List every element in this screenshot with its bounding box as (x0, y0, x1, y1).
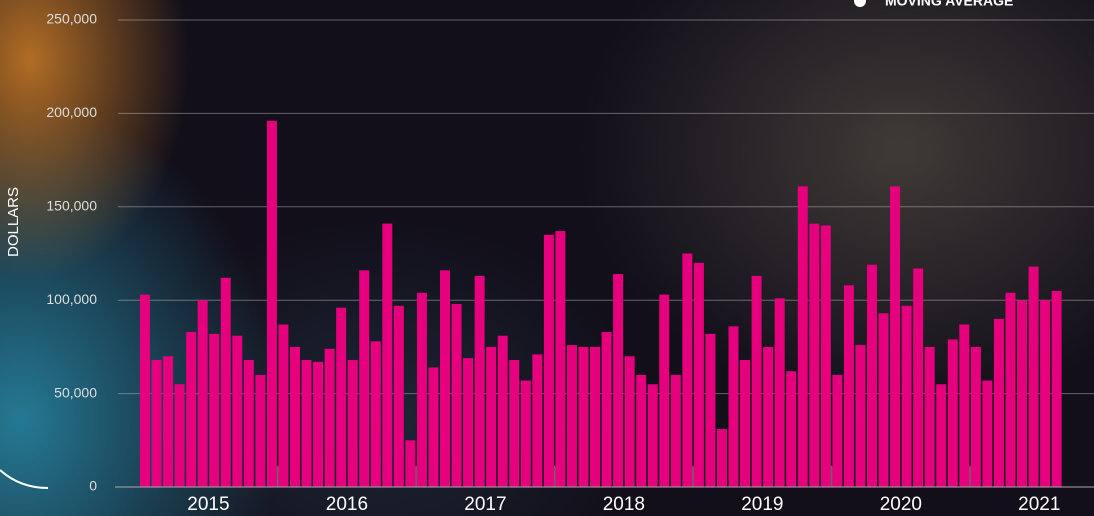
bar (613, 274, 623, 487)
bar (832, 375, 842, 487)
bar (498, 336, 508, 487)
bar (302, 360, 312, 487)
y-axis-label: DOLLARS (5, 187, 22, 257)
bar (682, 254, 692, 488)
bar (717, 429, 727, 487)
page: DOLLARS MOVING AVERAGE 0 50,000 100,000 150… (0, 0, 1094, 516)
bar (879, 313, 889, 487)
bar (971, 347, 981, 487)
bar (590, 347, 600, 487)
bar (371, 341, 381, 487)
bar (221, 278, 231, 487)
bar (428, 367, 438, 487)
x-tick-label: 2016 (326, 494, 368, 515)
bar (902, 306, 912, 487)
bar (175, 384, 185, 487)
bar (348, 360, 358, 487)
bar (740, 360, 750, 487)
bar (775, 298, 785, 487)
bar (152, 360, 162, 487)
bar (359, 270, 369, 487)
bar (255, 375, 265, 487)
bar (555, 231, 565, 487)
bar (244, 360, 254, 487)
bar (509, 360, 519, 487)
bar (336, 308, 346, 487)
bar (394, 306, 404, 487)
x-tick-label: 2015 (187, 494, 229, 515)
bar (486, 347, 496, 487)
y-tick-label: 250,000 (46, 11, 97, 27)
bar (821, 225, 831, 487)
bar (948, 339, 958, 487)
bar (382, 224, 392, 487)
bar (463, 358, 473, 487)
bar (1052, 291, 1062, 487)
bar (232, 336, 242, 487)
bar (186, 332, 196, 487)
bar (267, 121, 277, 487)
bar (1029, 267, 1039, 487)
bar (636, 375, 646, 487)
bar (844, 285, 854, 487)
bar (809, 224, 819, 487)
bar (417, 293, 427, 487)
x-tick-label: 2019 (741, 494, 783, 515)
bar (925, 347, 935, 487)
x-tick-label: 2018 (603, 494, 645, 515)
bar (452, 304, 462, 487)
bar (198, 300, 208, 487)
bar (475, 276, 485, 487)
bar (867, 265, 877, 487)
legend-label: MOVING AVERAGE (885, 0, 1013, 9)
y-tick-label: 0 (89, 478, 97, 494)
bar (325, 349, 335, 487)
bar (544, 235, 554, 487)
bar (890, 186, 900, 487)
decoration (0, 470, 48, 488)
bar (1040, 300, 1050, 487)
chart: DOLLARS MOVING AVERAGE 0 50,000 100,000 150… (0, 0, 1094, 516)
bar (209, 334, 219, 487)
legend-marker (854, 0, 866, 7)
bar (578, 347, 588, 487)
y-tick-label: 150,000 (46, 198, 97, 214)
x-tick-label: 2020 (880, 494, 922, 515)
bar (140, 295, 150, 487)
x-tick-label: 2021 (1018, 494, 1060, 515)
bar (163, 356, 173, 487)
bar (567, 345, 577, 487)
bar (959, 324, 969, 487)
bar (625, 356, 635, 487)
bar (763, 347, 773, 487)
bar (648, 384, 658, 487)
bar (705, 334, 715, 487)
bar (798, 186, 808, 487)
bar (602, 332, 612, 487)
bar (786, 371, 796, 487)
y-tick-label: 200,000 (46, 104, 97, 120)
bar (659, 295, 669, 487)
x-tick-label: 2017 (464, 494, 506, 515)
y-tick-label: 50,000 (54, 384, 97, 400)
bar (278, 324, 288, 487)
bar (752, 276, 762, 487)
bar (1017, 300, 1027, 487)
bar (729, 326, 739, 487)
bar (671, 375, 681, 487)
bar (405, 440, 415, 487)
bar (290, 347, 300, 487)
y-tick-label: 100,000 (46, 291, 97, 307)
bar (936, 384, 946, 487)
bar (694, 263, 704, 487)
bar (532, 354, 542, 487)
bar (913, 268, 923, 487)
bar (521, 381, 531, 487)
bar (440, 270, 450, 487)
bar (313, 362, 323, 487)
bar (994, 319, 1004, 487)
bar (1005, 293, 1015, 487)
bar (982, 381, 992, 487)
bar (855, 345, 865, 487)
